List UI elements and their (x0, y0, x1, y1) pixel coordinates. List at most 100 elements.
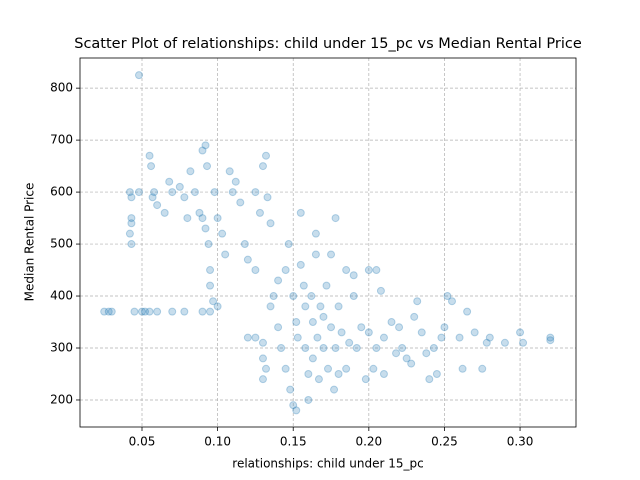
point (478, 364, 487, 373)
point (138, 307, 146, 316)
point (127, 219, 136, 228)
point (281, 266, 290, 275)
point (266, 219, 275, 228)
point (301, 344, 310, 353)
point (231, 177, 240, 186)
point (204, 240, 213, 249)
point (440, 323, 449, 332)
point (342, 266, 351, 275)
point (175, 182, 184, 191)
point (274, 323, 283, 332)
point (180, 193, 189, 202)
point (251, 188, 260, 197)
point (342, 364, 351, 373)
point (168, 307, 177, 316)
point (331, 344, 340, 353)
point (437, 333, 446, 342)
point (334, 369, 343, 378)
point (258, 162, 267, 171)
y-tick-label: 800 (50, 81, 73, 95)
point (240, 240, 249, 249)
point (500, 338, 509, 347)
point (289, 401, 298, 410)
point (292, 406, 301, 415)
point (183, 214, 192, 223)
point (311, 250, 320, 259)
point (141, 307, 150, 316)
point (206, 307, 215, 316)
point (307, 292, 316, 301)
point (277, 344, 286, 353)
point (274, 276, 283, 285)
point (209, 297, 218, 306)
point (225, 167, 234, 176)
y-tick-label: 400 (50, 289, 73, 303)
point (198, 307, 207, 316)
point (314, 375, 323, 384)
point (337, 328, 346, 337)
point (387, 318, 396, 327)
point (284, 240, 293, 249)
point (372, 266, 381, 275)
point (195, 208, 204, 217)
point (107, 307, 116, 316)
point (296, 260, 305, 269)
point (258, 338, 267, 347)
point (372, 344, 381, 353)
point (413, 297, 422, 306)
point (407, 359, 416, 368)
point (150, 188, 159, 197)
x-tick-label: 0.05 (129, 435, 156, 449)
point (304, 395, 313, 404)
point (379, 369, 388, 378)
point (308, 318, 317, 327)
point (345, 338, 354, 347)
point (251, 266, 260, 275)
y-tick-label: 700 (50, 133, 73, 147)
point (210, 188, 219, 197)
point (429, 344, 438, 353)
point (258, 354, 267, 363)
point (206, 266, 215, 275)
y-tick-label: 300 (50, 341, 73, 355)
point (364, 266, 373, 275)
point (125, 229, 134, 238)
point (281, 364, 290, 373)
point (448, 297, 456, 306)
point (392, 349, 401, 358)
point (201, 224, 210, 233)
point (186, 167, 195, 176)
point (324, 364, 332, 373)
point (198, 146, 207, 155)
point (236, 198, 245, 207)
point (251, 333, 260, 342)
point (104, 307, 113, 316)
y-axis-label: Median Rental Price (23, 183, 37, 302)
point (327, 250, 336, 259)
x-tick-label: 0.25 (431, 435, 458, 449)
y-tick-label: 200 (50, 392, 73, 406)
point (546, 336, 555, 345)
x-tick-label: 0.20 (355, 435, 382, 449)
point (127, 240, 136, 249)
point (417, 328, 426, 337)
point (153, 307, 162, 316)
point (352, 344, 361, 353)
plot-frame (79, 57, 577, 428)
x-tick-label: 0.30 (507, 435, 534, 449)
point (125, 188, 134, 197)
point (148, 193, 157, 202)
point (482, 338, 491, 347)
point (361, 375, 370, 384)
point (432, 369, 441, 378)
point (262, 364, 270, 373)
point (127, 193, 136, 202)
point (331, 214, 340, 223)
x-tick-label: 0.10 (204, 435, 231, 449)
point (255, 208, 264, 217)
point (289, 292, 298, 301)
point (100, 307, 109, 316)
point (293, 333, 302, 342)
point (516, 328, 525, 337)
